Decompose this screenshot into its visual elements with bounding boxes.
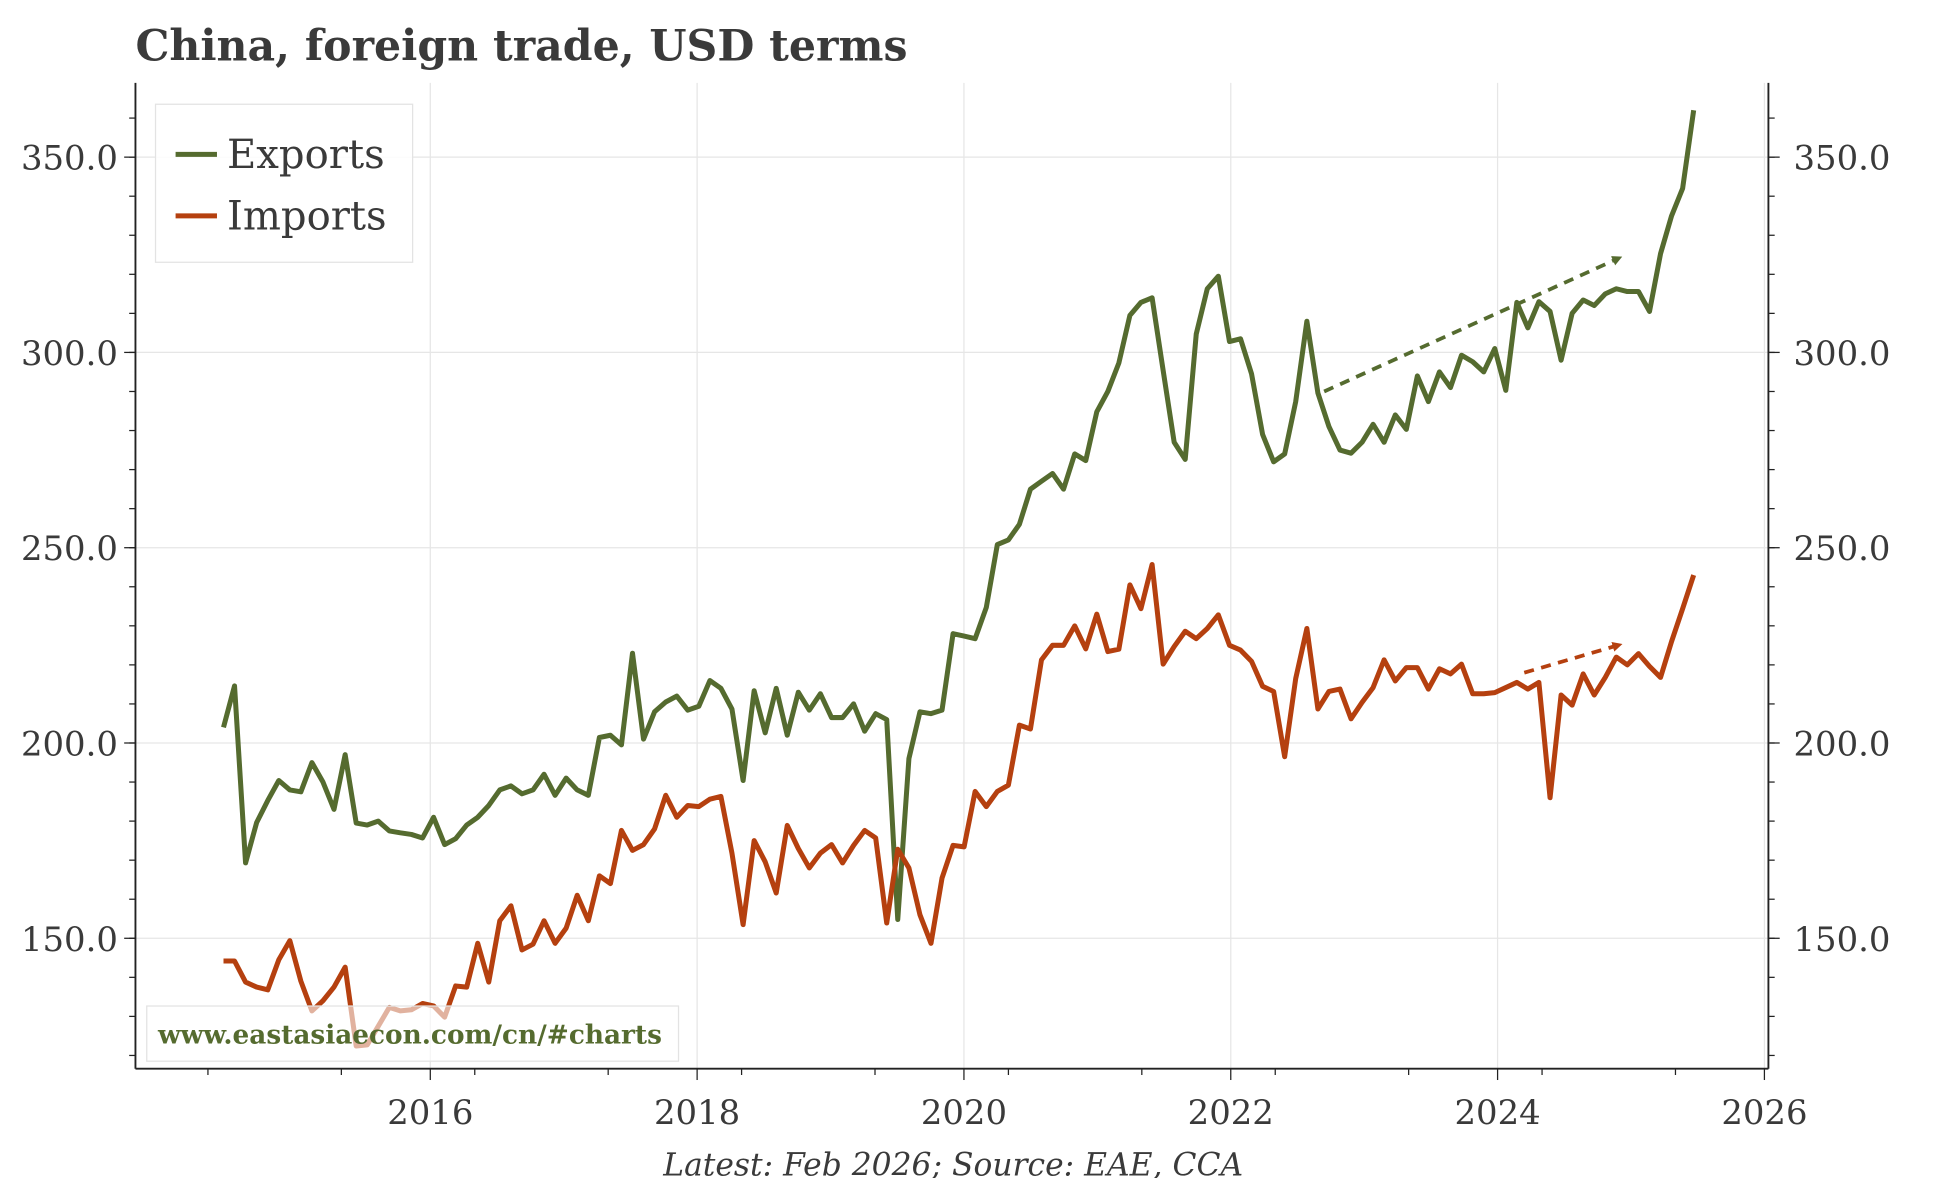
y-tick-label-right: 300.0: [1793, 334, 1890, 373]
trend-arrow-exports: [1323, 256, 1623, 394]
footer-source: Latest: Feb 2026; Source: EAE, CCA: [662, 1147, 1243, 1178]
y-tick-label-left: 150.0: [21, 920, 118, 959]
y-tick-label-left: 350.0: [21, 139, 118, 178]
legend-label-exports: Exports: [227, 132, 385, 178]
y-tick-label-right: 150.0: [1793, 920, 1890, 959]
series-line-imports: [223, 562, 1697, 1049]
x-tick-label: 2026: [1721, 1093, 1807, 1132]
watermark: www.eastasiaecon.com/cn/#charts: [146, 1005, 680, 1062]
legend-label-imports: Imports: [227, 194, 387, 240]
trend-arrows: [1323, 256, 1623, 675]
y-tick-label-right: 200.0: [1793, 725, 1890, 764]
y-tick-label-left: 200.0: [21, 725, 118, 764]
y-tick-label-right: 350.0: [1793, 139, 1890, 178]
x-tick-label: 2022: [1188, 1093, 1274, 1132]
y-tick-label-left: 250.0: [21, 529, 118, 568]
series-line-exports: [221, 109, 1697, 922]
watermark-text: www.eastasiaecon.com/cn/#charts: [157, 1020, 662, 1051]
x-tick-label: 2024: [1455, 1093, 1541, 1132]
x-tick-label: 2018: [654, 1093, 740, 1132]
axes: 2016 2018 2020 2022 2024 2026 150.0 150.0 200.0 2…: [21, 82, 1890, 1132]
y-tick-label-right: 250.0: [1793, 529, 1890, 568]
x-tick-label: 2016: [387, 1093, 473, 1132]
y-tick-label-left: 300.0: [21, 334, 118, 373]
x-tick-label: 2020: [921, 1093, 1007, 1132]
legend: Exports Imports: [154, 103, 414, 263]
series-lines: [221, 109, 1697, 1049]
chart-title: China, foreign trade, USD terms: [135, 21, 907, 71]
trend-arrow-imports: [1523, 641, 1623, 675]
